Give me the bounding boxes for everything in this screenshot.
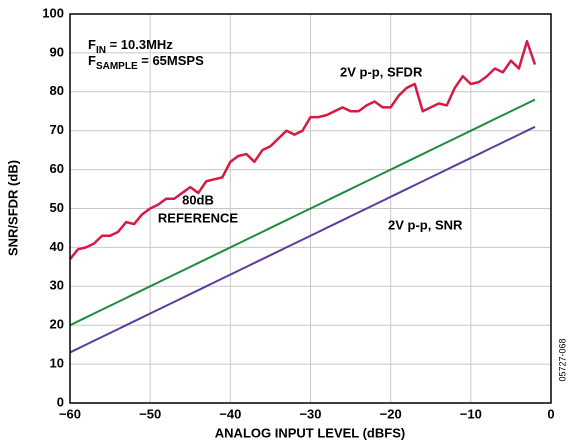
- plot-frame: [69, 13, 552, 404]
- y-tick-label: 60: [50, 161, 64, 176]
- annotation: FIN = 10.3MHz: [88, 37, 173, 55]
- y-tick-label: 20: [50, 317, 64, 332]
- figure-id: 05727-068: [557, 338, 567, 381]
- annotation: 80dB: [182, 192, 214, 207]
- series-label: 2V p-p, SNR: [388, 217, 463, 232]
- x-tick-label: −60: [59, 406, 81, 421]
- annotation-subscript: IN: [96, 45, 106, 56]
- x-tick-label: −30: [299, 406, 321, 421]
- annotation-subscript: SAMPLE: [96, 61, 138, 72]
- annotation-text: = 10.3MHz: [106, 37, 173, 52]
- y-tick-label: 50: [50, 200, 64, 215]
- annotation-text: = 65MSPS: [138, 53, 204, 68]
- series-line: [69, 125, 536, 354]
- y-axis-label: SNR/SFDR (dB): [5, 160, 20, 256]
- y-tick-label: 90: [50, 44, 64, 59]
- y-tick-label: 40: [50, 239, 64, 254]
- y-tick-label: 70: [50, 122, 64, 137]
- series-label: 2V p-p, SFDR: [340, 64, 423, 79]
- y-tick-label: 100: [42, 5, 64, 20]
- series-line: [69, 98, 536, 327]
- y-tick-label: 10: [50, 356, 64, 371]
- x-tick-label: −20: [380, 406, 402, 421]
- series-line: [69, 39, 537, 260]
- annotation-symbol: F: [88, 53, 96, 68]
- x-tick-label: −50: [139, 406, 161, 421]
- x-tick-label: −40: [219, 406, 241, 421]
- y-tick-label: 80: [50, 83, 64, 98]
- annotation-symbol: F: [88, 37, 96, 52]
- annotation: FSAMPLE = 65MSPS: [88, 53, 204, 71]
- x-tick-label: 0: [547, 406, 554, 421]
- y-tick-label: 0: [57, 394, 64, 409]
- annotation: REFERENCE: [158, 210, 239, 225]
- x-tick-label: −10: [460, 406, 482, 421]
- y-tick-label: 30: [50, 278, 64, 293]
- x-axis-label: ANALOG INPUT LEVEL (dBFS): [215, 425, 405, 440]
